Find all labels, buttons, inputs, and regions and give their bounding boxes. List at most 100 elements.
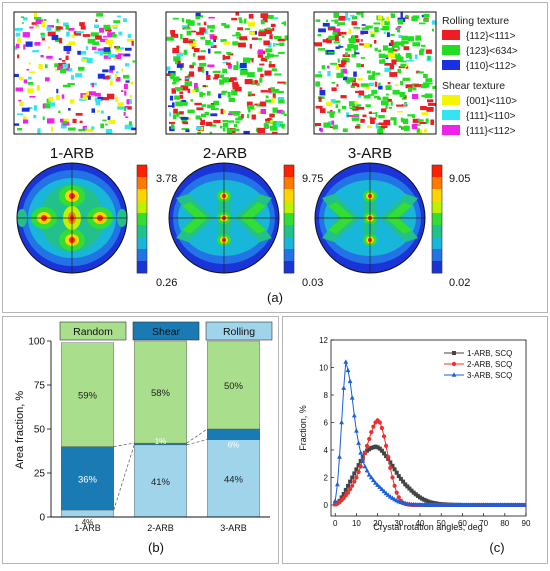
grain xyxy=(184,26,191,30)
grain xyxy=(180,117,189,120)
grain xyxy=(199,117,202,121)
color-bars xyxy=(136,164,443,274)
grain xyxy=(170,30,175,35)
grain xyxy=(65,55,69,60)
grain xyxy=(408,36,415,42)
grain xyxy=(241,114,244,119)
grain xyxy=(405,14,409,18)
grain xyxy=(315,123,322,126)
grain xyxy=(105,128,113,134)
grain xyxy=(385,103,388,109)
grain xyxy=(213,100,219,106)
grain xyxy=(427,103,436,106)
grain xyxy=(231,128,240,132)
grain xyxy=(397,47,400,51)
grain xyxy=(222,61,228,64)
grain xyxy=(199,91,203,98)
grain xyxy=(372,112,377,114)
grain xyxy=(356,104,362,107)
grain xyxy=(382,25,390,31)
grain xyxy=(270,23,276,27)
grain xyxy=(108,54,116,58)
data-point xyxy=(403,482,408,487)
y-tick-label: 25 xyxy=(34,469,46,480)
grain xyxy=(129,99,132,104)
grain xyxy=(251,80,255,85)
grain xyxy=(175,101,183,107)
grain xyxy=(378,85,383,90)
grain xyxy=(398,125,402,128)
panel-c: Fraction, % Crystal rotation angles, deg… xyxy=(298,336,531,555)
grain xyxy=(132,60,136,63)
grain xyxy=(60,123,67,129)
grain xyxy=(190,30,196,33)
grain xyxy=(238,116,243,121)
grain xyxy=(228,113,233,116)
grain xyxy=(382,96,389,101)
grain xyxy=(25,41,33,47)
grain xyxy=(251,114,256,120)
grain xyxy=(388,106,392,109)
grain xyxy=(272,121,278,127)
data-label: 41% xyxy=(151,477,171,488)
y-tick-label: 75 xyxy=(34,381,46,392)
grain xyxy=(62,63,69,68)
grain xyxy=(402,97,407,100)
grain xyxy=(117,106,125,110)
data-point xyxy=(375,482,380,487)
data-point xyxy=(373,444,378,449)
grain xyxy=(350,85,356,88)
grain xyxy=(68,108,71,111)
grain xyxy=(396,27,401,33)
grain xyxy=(353,27,361,29)
grain xyxy=(322,22,330,27)
grain xyxy=(180,101,188,106)
contour xyxy=(182,202,208,234)
grain xyxy=(23,79,28,84)
data-point xyxy=(451,372,457,377)
grain xyxy=(260,90,269,93)
colorbar-step xyxy=(284,177,294,190)
grain xyxy=(117,53,123,56)
data-point xyxy=(347,378,353,384)
panel-a-frame xyxy=(2,2,548,313)
grain xyxy=(268,53,274,58)
grain xyxy=(361,12,364,18)
grain xyxy=(404,16,409,19)
grain xyxy=(424,93,433,99)
data-point xyxy=(428,500,433,505)
grain xyxy=(400,117,404,123)
series-line xyxy=(334,361,526,506)
grain xyxy=(109,65,115,71)
grain xyxy=(213,120,221,123)
grain xyxy=(33,114,37,119)
panel-b-label: (b) xyxy=(148,540,164,555)
grain xyxy=(332,128,335,131)
grain xyxy=(370,31,375,37)
colorbar-step xyxy=(137,225,147,238)
grain xyxy=(397,53,400,57)
grain xyxy=(176,63,183,68)
grain xyxy=(369,116,373,119)
grain xyxy=(278,99,285,104)
orientation-maps xyxy=(13,11,437,135)
grain xyxy=(91,46,97,51)
grain xyxy=(281,22,286,25)
data-label: 50% xyxy=(224,381,244,392)
grain xyxy=(94,24,99,28)
grain xyxy=(369,31,375,35)
grain xyxy=(274,73,282,76)
grain xyxy=(233,111,240,116)
grain xyxy=(170,74,175,80)
grain xyxy=(322,39,329,43)
data-point xyxy=(392,467,397,472)
data-point xyxy=(373,480,378,485)
legend-swatch-shear-3 xyxy=(442,125,460,135)
grain xyxy=(33,105,38,111)
grain xyxy=(248,94,251,97)
grain xyxy=(90,32,99,37)
grain xyxy=(351,21,357,26)
grain xyxy=(81,58,87,62)
grain xyxy=(401,35,408,41)
data-point xyxy=(383,490,389,496)
